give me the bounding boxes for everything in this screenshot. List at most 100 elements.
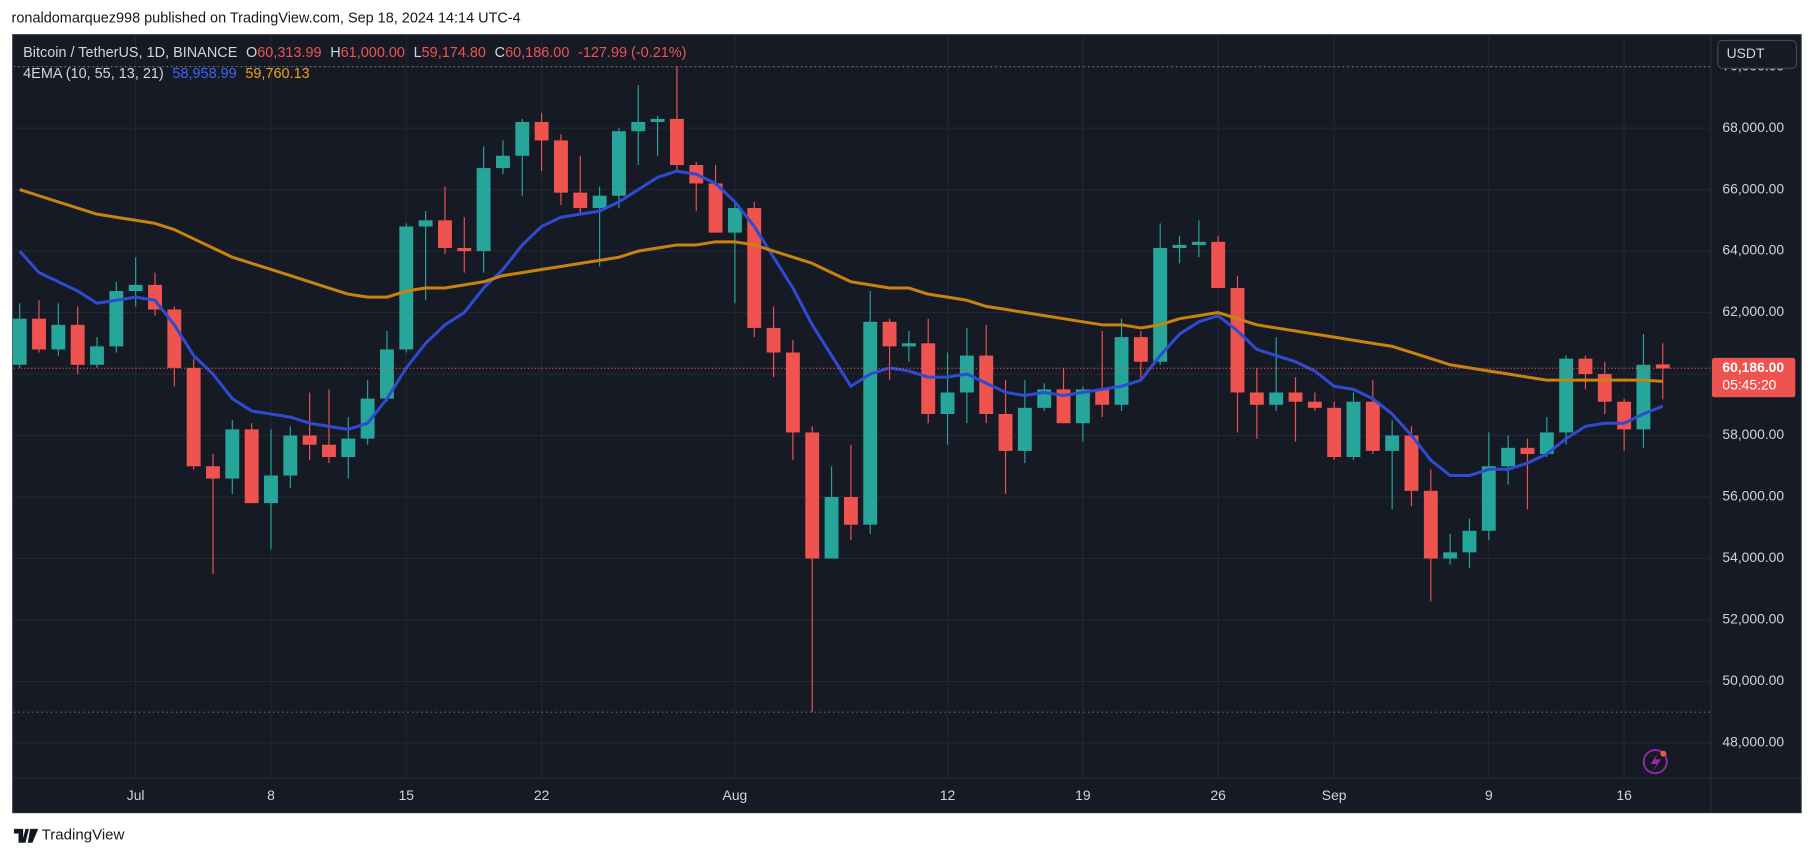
- x-tick-label: 16: [1616, 787, 1632, 803]
- candle-body: [611, 131, 626, 196]
- candle-body: [1249, 392, 1264, 405]
- candle-body: [1385, 435, 1400, 451]
- plot: [12, 66, 1710, 713]
- x-tick-label: 15: [399, 787, 415, 803]
- candle-body: [380, 349, 394, 399]
- candle-body: [1365, 401, 1380, 451]
- symbol: Bitcoin / TetherUS, 1D, BINANCE: [23, 45, 238, 61]
- candle-body: [824, 496, 839, 559]
- candle-body: [708, 183, 723, 233]
- candle-body: [70, 324, 85, 365]
- candle-body: [1559, 358, 1574, 433]
- candle-body: [206, 466, 220, 479]
- open-letter: O: [246, 45, 257, 61]
- candle-body: [302, 435, 317, 445]
- candle-body: [1288, 392, 1303, 402]
- candle-body: [341, 438, 356, 458]
- candle-body: [747, 208, 762, 328]
- y-tick-label: 54,000.00: [1722, 549, 1784, 565]
- ema-slow-value: 59,760.13: [245, 66, 309, 82]
- candle-body: [1075, 389, 1090, 424]
- candle-body: [882, 321, 897, 347]
- candle-body: [244, 429, 259, 504]
- price-tag-countdown: 05:45:20: [1722, 376, 1776, 392]
- currency-label: USDT: [1727, 45, 1765, 61]
- y-tick-label: 66,000.00: [1722, 180, 1784, 196]
- x-tick-label: Aug: [723, 787, 748, 803]
- x-tick-label: 12: [940, 787, 956, 803]
- y-tick-label: 58,000.00: [1722, 426, 1784, 442]
- candle-body: [1404, 435, 1419, 491]
- candle-body: [1114, 337, 1129, 405]
- y-tick-label: 52,000.00: [1722, 611, 1784, 627]
- candle-body: [167, 309, 182, 368]
- candle-body: [128, 284, 143, 292]
- low-letter: L: [414, 45, 422, 61]
- candle-body: [650, 118, 665, 122]
- candle-body: [51, 324, 66, 350]
- candle-body: [1191, 241, 1206, 245]
- x-tick-label: 26: [1210, 787, 1226, 803]
- alert-icon: [1642, 749, 1668, 775]
- candle-body: [1172, 244, 1187, 248]
- candle-body: [1655, 364, 1670, 369]
- low-value: 59,174.80: [422, 45, 486, 61]
- chart-panel: [12, 34, 1802, 814]
- candle-body: [1578, 358, 1593, 375]
- y-tick-label: 68,000.00: [1722, 119, 1784, 135]
- candle-body: [109, 291, 124, 347]
- candle-body: [901, 343, 916, 347]
- candle-body: [1133, 337, 1148, 362]
- indicator: 4EMA (10, 55, 13, 21): [23, 66, 164, 82]
- candle-body: [418, 220, 433, 227]
- candle-body: [573, 192, 588, 209]
- footer-logo: [13, 828, 39, 843]
- candle-body: [592, 195, 607, 209]
- candle-body: [1462, 530, 1477, 553]
- candle-body: [457, 247, 472, 252]
- ema-line: [19, 188, 1663, 383]
- high-value: 61,000.00: [341, 45, 405, 61]
- candle-body: [998, 413, 1013, 451]
- candle-body: [631, 121, 646, 132]
- candle-body: [785, 352, 800, 433]
- x-tick-label: 9: [1485, 787, 1493, 803]
- legend-line: Bitcoin / TetherUS, 1D, BINANCE O60,313.…: [23, 45, 686, 61]
- candle-body: [515, 121, 530, 156]
- y-tick-label: 56,000.00: [1722, 488, 1784, 504]
- x-tick-label: Jul: [127, 787, 145, 803]
- candle-body: [727, 208, 742, 233]
- footer-brand: TradingView: [42, 827, 125, 844]
- candle-body: [534, 121, 549, 141]
- candle-body: [283, 435, 298, 476]
- publisher-line: ronaldomarquez998 published on TradingVi…: [12, 10, 521, 26]
- candle-body: [1327, 407, 1342, 458]
- candle-body: [90, 346, 104, 365]
- price-tag-value: 60,186.00: [1722, 359, 1784, 375]
- candle-body: [225, 429, 240, 479]
- candle-body: [1636, 364, 1651, 430]
- candle-body: [1269, 392, 1284, 405]
- y-tick-label: 48,000.00: [1722, 734, 1784, 750]
- y-tick-label: 50,000.00: [1722, 672, 1784, 688]
- candle-body: [1153, 247, 1168, 362]
- y-tick-label: 64,000.00: [1722, 242, 1784, 258]
- candle-body: [438, 220, 452, 248]
- close-letter: C: [495, 45, 505, 61]
- ema-fast-value: 58,958.99: [172, 66, 236, 82]
- currency-button[interactable]: [1717, 39, 1798, 69]
- y-tick-label: 62,000.00: [1722, 303, 1784, 319]
- candle-body: [360, 398, 375, 439]
- candle-body: [399, 226, 414, 350]
- candle-body: [863, 321, 878, 525]
- candle-body: [1520, 447, 1535, 454]
- indicator-line: 4EMA (10, 55, 13, 21) 58,958.99 59,760.1…: [23, 66, 310, 82]
- candle-body: [1307, 401, 1322, 408]
- x-tick-label: 8: [267, 787, 275, 803]
- candle-body: [766, 327, 781, 353]
- candle-body: [1095, 389, 1110, 405]
- candle-body: [1230, 287, 1245, 393]
- ema-line: [18, 169, 1664, 478]
- candle-body: [1017, 407, 1032, 451]
